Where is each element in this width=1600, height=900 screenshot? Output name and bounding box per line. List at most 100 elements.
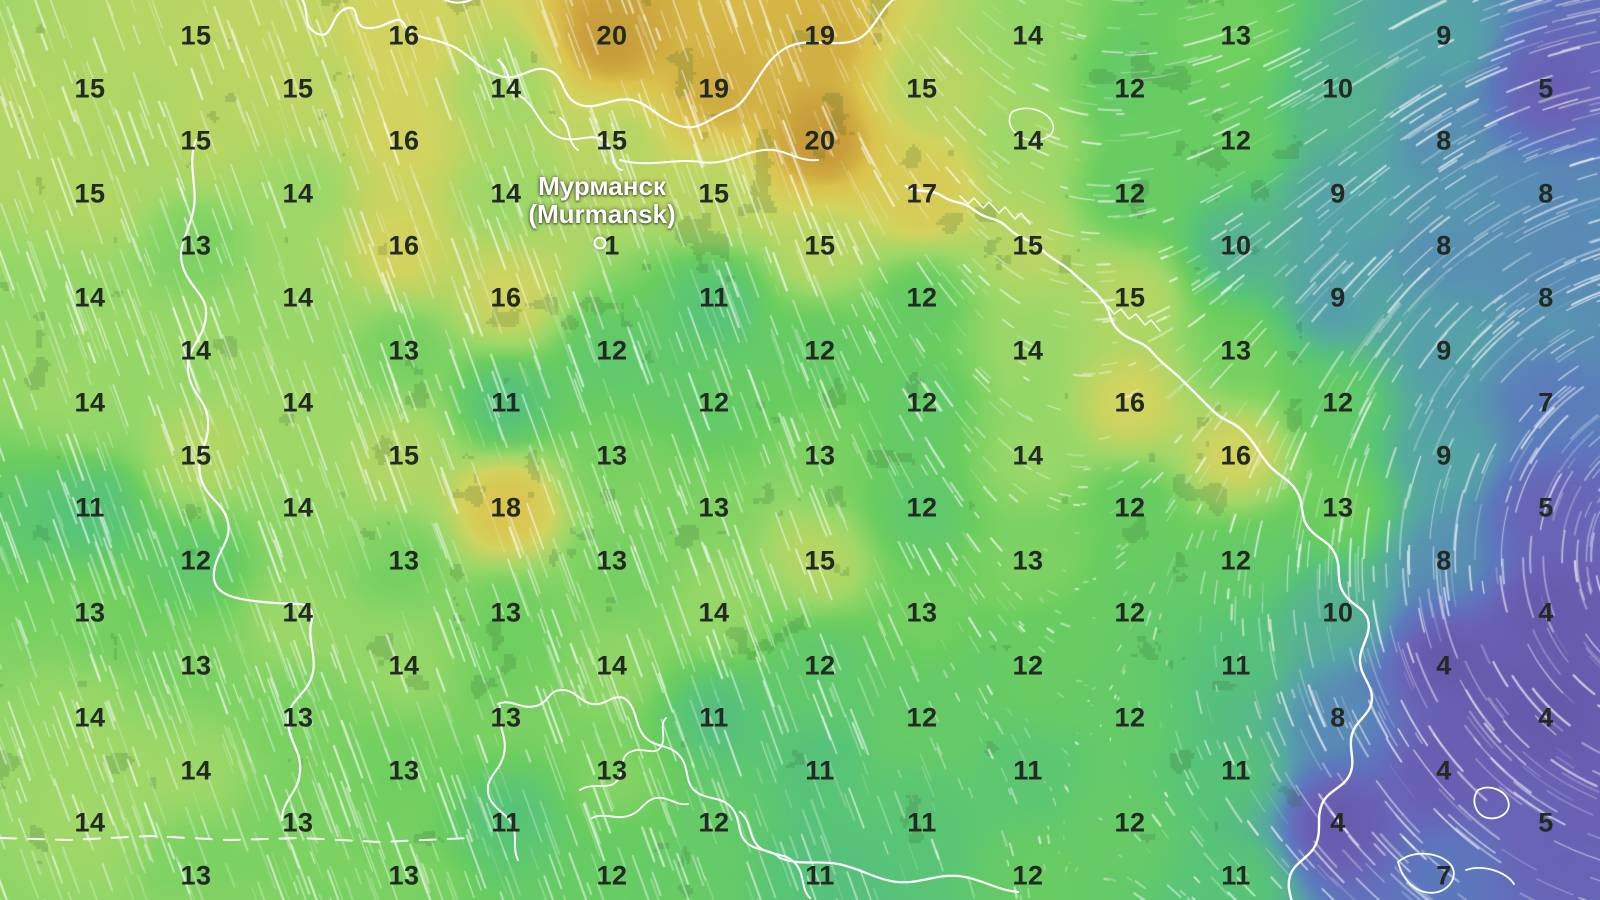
wind-value-label: 15 bbox=[1012, 230, 1044, 261]
wind-value-label: 4 bbox=[1538, 597, 1554, 628]
wind-value-label: 14 bbox=[282, 597, 314, 628]
wind-value-label: 8 bbox=[1436, 545, 1452, 576]
wind-value-label: 5 bbox=[1538, 73, 1554, 104]
wind-value-label: 13 bbox=[74, 597, 106, 628]
city-marker-dot[interactable] bbox=[593, 236, 607, 250]
wind-value-label: 16 bbox=[1220, 440, 1252, 471]
wind-value-label: 19 bbox=[698, 73, 730, 104]
wind-value-label: 14 bbox=[698, 597, 730, 628]
wind-value-label: 11 bbox=[1221, 755, 1251, 786]
wind-value-label: 7 bbox=[1436, 860, 1452, 891]
wind-value-label: 14 bbox=[490, 178, 522, 209]
wind-value-label: 15 bbox=[74, 73, 106, 104]
coastline-jagged-detail bbox=[959, 195, 1031, 225]
wind-value-label: 13 bbox=[1220, 335, 1252, 366]
wind-value-label: 20 bbox=[596, 20, 628, 51]
wind-value-label: 10 bbox=[1220, 230, 1252, 261]
border-administrative-dashed bbox=[0, 835, 471, 843]
wind-value-label: 14 bbox=[74, 387, 106, 418]
wind-value-label: 16 bbox=[1114, 387, 1146, 418]
wind-value-label: 15 bbox=[180, 440, 212, 471]
wind-value-label: 13 bbox=[180, 860, 212, 891]
wind-value-label: 12 bbox=[1322, 387, 1354, 418]
wind-value-label: 12 bbox=[1114, 807, 1146, 838]
wind-value-label: 9 bbox=[1330, 178, 1346, 209]
wind-value-label: 4 bbox=[1538, 702, 1554, 733]
wind-value-label: 8 bbox=[1538, 282, 1554, 313]
wind-value-label: 12 bbox=[1114, 73, 1146, 104]
wind-value-label: 11 bbox=[1221, 650, 1251, 681]
wind-value-label: 18 bbox=[490, 492, 522, 523]
wind-value-label: 14 bbox=[74, 702, 106, 733]
coastline-white-sea-south bbox=[778, 856, 1020, 894]
wind-value-label: 13 bbox=[596, 755, 628, 786]
wind-value-label: 13 bbox=[388, 545, 420, 576]
wind-value-label: 13 bbox=[1012, 545, 1044, 576]
wind-value-label: 16 bbox=[388, 125, 420, 156]
wind-value-label: 12 bbox=[1012, 650, 1044, 681]
wind-value-label: 15 bbox=[804, 545, 836, 576]
wind-value-label: 10 bbox=[1322, 73, 1354, 104]
wind-value-label: 13 bbox=[906, 597, 938, 628]
wind-value-label: 14 bbox=[596, 650, 628, 681]
wind-value-label: 12 bbox=[1220, 545, 1252, 576]
wind-value-label: 13 bbox=[596, 440, 628, 471]
wind-value-label: 13 bbox=[388, 860, 420, 891]
wind-value-label: 14 bbox=[282, 282, 314, 313]
wind-value-label: 14 bbox=[282, 492, 314, 523]
wind-value-label: 4 bbox=[1436, 650, 1452, 681]
wind-value-label: 11 bbox=[805, 860, 835, 891]
lake-outline-ne bbox=[1008, 107, 1055, 142]
wind-value-label: 15 bbox=[180, 125, 212, 156]
coastline-island-se bbox=[1473, 786, 1510, 820]
wind-value-label: 13 bbox=[490, 597, 522, 628]
wind-value-label: 10 bbox=[1322, 597, 1354, 628]
wind-value-label: 15 bbox=[282, 73, 314, 104]
wind-value-label: 7 bbox=[1538, 387, 1554, 418]
wind-value-label: 14 bbox=[388, 650, 420, 681]
wind-value-label: 11 bbox=[1221, 860, 1251, 891]
wind-value-label: 8 bbox=[1436, 230, 1452, 261]
coastline-lake-west bbox=[486, 705, 519, 861]
wind-value-label: 9 bbox=[1436, 440, 1452, 471]
wind-value-label: 14 bbox=[1012, 440, 1044, 471]
wind-value-label: 12 bbox=[1220, 125, 1252, 156]
wind-value-label: 14 bbox=[1012, 125, 1044, 156]
coastline-lake-east bbox=[623, 697, 781, 859]
wind-value-label: 9 bbox=[1330, 282, 1346, 313]
wind-value-label: 14 bbox=[74, 807, 106, 838]
wind-value-label: 13 bbox=[1322, 492, 1354, 523]
coastline-fjord-inner bbox=[559, 117, 579, 151]
wind-value-label: 16 bbox=[490, 282, 522, 313]
wind-value-label: 15 bbox=[804, 230, 836, 261]
wind-value-label: 14 bbox=[180, 335, 212, 366]
wind-value-label: 8 bbox=[1330, 702, 1346, 733]
wind-value-label: 13 bbox=[180, 650, 212, 681]
coastline-white-sea bbox=[904, 184, 1374, 900]
wind-value-label: 13 bbox=[1220, 20, 1252, 51]
wind-value-label: 14 bbox=[282, 387, 314, 418]
wind-value-label: 14 bbox=[180, 755, 212, 786]
wind-value-label: 13 bbox=[698, 492, 730, 523]
coastline-island-north bbox=[442, 0, 473, 4]
wind-value-label: 15 bbox=[698, 178, 730, 209]
wind-value-label: 11 bbox=[75, 492, 105, 523]
wind-value-label: 13 bbox=[490, 702, 522, 733]
city-name-local: Мурманск bbox=[538, 170, 666, 201]
wind-value-label: 5 bbox=[1538, 492, 1554, 523]
wind-value-label: 13 bbox=[804, 440, 836, 471]
border-finland-russia bbox=[280, 618, 315, 822]
wind-value-label: 12 bbox=[698, 387, 730, 418]
city-label-murmansk[interactable]: Мурманск (Murmansk) bbox=[528, 172, 675, 228]
coastline-kola-bay bbox=[497, 59, 623, 171]
wind-value-label: 14 bbox=[282, 178, 314, 209]
coastline-inlet-ne bbox=[619, 148, 819, 165]
wind-value-label: 12 bbox=[804, 335, 836, 366]
wind-value-label: 11 bbox=[699, 702, 729, 733]
wind-value-label: 14 bbox=[1012, 335, 1044, 366]
wind-value-label: 11 bbox=[491, 387, 521, 418]
wind-value-label: 8 bbox=[1538, 178, 1554, 209]
